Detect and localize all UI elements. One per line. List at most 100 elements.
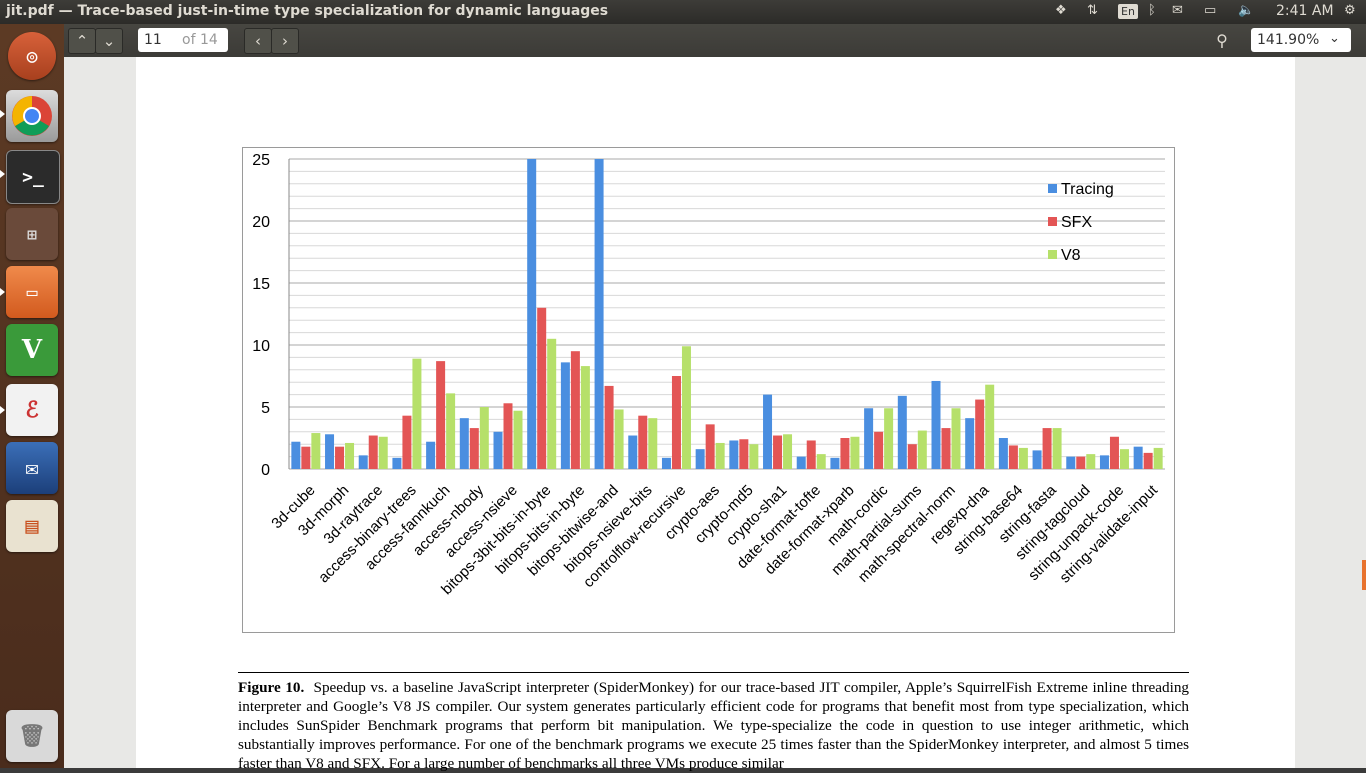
document-area[interactable]: 0 5 10 15 20 25 3d-cube 3d-morph 3d-raytrace acce… xyxy=(64,57,1366,772)
caption-label: Figure 10. xyxy=(238,679,305,696)
bar-tracing xyxy=(830,457,840,469)
chart-frame: 0 5 10 15 20 25 3d-cube 3d-morph 3d-raytrace acce… xyxy=(242,147,1175,633)
bar-v8 xyxy=(681,346,691,469)
network-transfer-icon[interactable]: ⇅ xyxy=(1087,3,1098,18)
bar-sfx xyxy=(1008,445,1018,469)
bar-sfx xyxy=(335,446,345,469)
bar-tracing xyxy=(931,380,941,469)
bar-tracing xyxy=(291,441,301,469)
legend-swatch xyxy=(1048,217,1057,226)
bar-tracing xyxy=(426,441,436,469)
battery-icon[interactable]: ▭ xyxy=(1204,3,1217,18)
history-back-button[interactable]: ‹ xyxy=(244,28,272,54)
clock[interactable]: 2:41 AM xyxy=(1276,3,1334,19)
bar-v8 xyxy=(446,393,456,469)
y-tick-label: 15 xyxy=(252,276,270,293)
bar-tracing xyxy=(493,431,503,469)
previous-page-button[interactable]: ⌃ xyxy=(68,28,96,54)
page-number-field[interactable]: 11 of 14 xyxy=(138,28,228,52)
bar-sfx xyxy=(705,424,715,469)
bar-tracing xyxy=(661,457,671,469)
zoom-value: 141.90% xyxy=(1257,32,1320,48)
files-icon[interactable]: ▭ xyxy=(6,266,58,318)
bar-sfx xyxy=(537,307,547,469)
bar-sfx xyxy=(773,435,783,469)
bar-v8 xyxy=(1018,447,1028,469)
presentation-icon[interactable]: ▤ xyxy=(6,500,58,552)
bar-v8 xyxy=(580,366,590,469)
bar-tracing xyxy=(628,435,638,469)
bar-v8 xyxy=(1086,454,1096,469)
mail-icon[interactable]: ✉ xyxy=(1172,3,1183,18)
figure-caption: Figure 10. Speedup vs. a baseline JavaSc… xyxy=(238,678,1189,773)
bar-v8 xyxy=(648,418,658,469)
bar-sfx xyxy=(840,438,850,469)
bar-sfx xyxy=(503,403,513,469)
bar-sfx xyxy=(941,428,951,469)
dropbox-icon[interactable]: ❖ xyxy=(1055,3,1067,18)
bar-sfx xyxy=(806,440,816,469)
bar-tracing xyxy=(1032,450,1042,469)
history-forward-button[interactable]: › xyxy=(271,28,299,54)
bar-v8 xyxy=(850,436,860,469)
page-count-label: of 14 xyxy=(182,32,218,48)
chrome-icon[interactable] xyxy=(6,90,58,142)
bar-tracing xyxy=(1133,446,1143,469)
bar-v8 xyxy=(378,436,388,469)
running-indicator xyxy=(0,406,5,414)
bar-tracing xyxy=(1099,455,1109,469)
search-icon[interactable]: ⚲ xyxy=(1216,30,1228,50)
volume-icon[interactable]: 🔈 xyxy=(1238,3,1255,18)
bar-tracing xyxy=(560,362,570,469)
running-indicator xyxy=(0,288,5,296)
bar-sfx xyxy=(1042,428,1052,469)
bar-tracing xyxy=(695,449,705,469)
ubuntu-dash-icon[interactable]: ◎ xyxy=(8,32,56,80)
bar-v8 xyxy=(816,454,826,469)
y-tick-label: 20 xyxy=(252,214,270,231)
trash-icon[interactable]: 🗑 xyxy=(6,710,58,762)
bar-sfx xyxy=(368,435,378,469)
running-indicator xyxy=(0,170,5,178)
pdf-viewer-icon[interactable]: ℰ xyxy=(6,384,58,436)
bar-tracing xyxy=(392,457,402,469)
bar-v8 xyxy=(547,338,557,469)
bar-v8 xyxy=(513,410,523,469)
bar-tracing xyxy=(998,438,1008,469)
gear-icon[interactable]: ⚙ xyxy=(1344,3,1356,18)
bar-tracing xyxy=(459,418,469,469)
chevron-down-icon: ⌄ xyxy=(1329,31,1340,46)
caption-text: Speedup vs. a baseline JavaScript interp… xyxy=(238,679,1190,772)
bar-v8 xyxy=(479,407,489,469)
bar-v8 xyxy=(715,442,725,469)
window-title: jit.pdf — Trace-based just-in-time type … xyxy=(6,3,609,19)
zoom-select[interactable]: 141.90% ⌄ xyxy=(1251,28,1351,52)
viewer-toolbar: ⌃ ⌄ 11 of 14 ‹ › ⚲ 141.90% ⌄ xyxy=(64,24,1366,57)
keyboard-layout-icon[interactable]: En xyxy=(1118,4,1138,19)
bar-tracing xyxy=(594,159,604,469)
vim-icon[interactable]: V xyxy=(6,324,58,376)
top-panel: jit.pdf — Trace-based just-in-time type … xyxy=(0,0,1366,24)
bar-tracing xyxy=(527,159,537,469)
legend-swatch xyxy=(1048,250,1057,259)
current-page-input[interactable]: 11 xyxy=(144,32,162,48)
thunderbird-icon[interactable]: ✉ xyxy=(6,442,58,494)
bar-tracing xyxy=(1066,456,1076,469)
bar-v8 xyxy=(749,444,759,469)
bar-sfx xyxy=(570,351,580,469)
bar-sfx xyxy=(975,399,985,469)
bar-sfx xyxy=(402,415,412,469)
bar-sfx xyxy=(1109,436,1119,469)
bar-v8 xyxy=(951,408,961,469)
bar-sfx xyxy=(739,439,749,469)
next-page-button[interactable]: ⌄ xyxy=(95,28,123,54)
y-tick-label: 10 xyxy=(252,338,270,355)
bar-sfx xyxy=(907,444,917,469)
terminal-icon[interactable]: >_ xyxy=(6,150,60,204)
legend-label: V8 xyxy=(1061,247,1081,264)
bar-sfx xyxy=(671,376,681,469)
y-tick-label: 25 xyxy=(252,152,270,169)
workspace-switcher-icon[interactable]: ⊞ xyxy=(6,208,58,260)
bar-tracing xyxy=(897,395,907,469)
bluetooth-icon[interactable]: ᛒ xyxy=(1148,3,1156,18)
